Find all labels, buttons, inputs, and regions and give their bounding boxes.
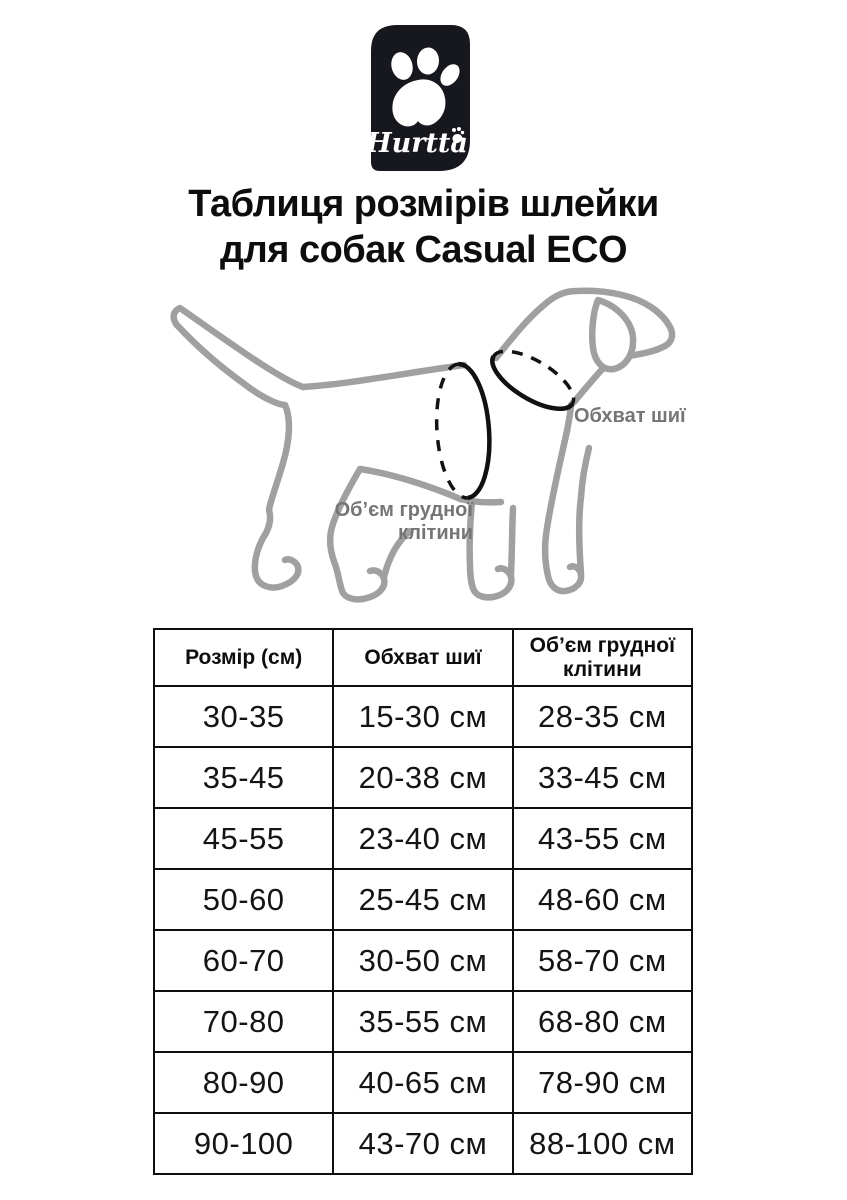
neck-ring-solid-arc: [490, 355, 575, 411]
cell-chest: 68-80 см: [511, 990, 694, 1053]
cell-neck: 20-38 см: [332, 746, 514, 809]
cell-neck: 40-65 см: [332, 1051, 514, 1114]
dog-front-leg-near-inner-line: [507, 504, 517, 579]
dog-tail: [170, 304, 307, 409]
cell-size: 50-60: [152, 868, 335, 931]
table-row: 70-80 35-55 см 68-80 см: [152, 990, 694, 1053]
dog-belly-and-hind-leg: [326, 465, 462, 603]
dog-front-leg-far-inner-line: [575, 444, 593, 577]
header-row: Розмір (см) Обхват шиї Об’єм грудної клі…: [152, 628, 694, 687]
paw-print-icon: [391, 47, 460, 127]
chest-ring-solid-arc: [458, 361, 492, 501]
table-row: 60-70 30-50 см 58-70 см: [152, 929, 694, 992]
size-table-header: Розмір (см) Обхват шиї Об’єм грудної клі…: [152, 628, 694, 687]
cell-neck: 43-70 см: [332, 1112, 514, 1175]
cell-size: 35-45: [152, 746, 335, 809]
table-row: 35-45 20-38 см 33-45 см: [152, 746, 694, 809]
cell-size: 45-55: [152, 807, 335, 870]
cell-neck: 15-30 см: [332, 685, 514, 748]
table-row: 45-55 23-40 см 43-55 см: [152, 807, 694, 870]
dog-hind-leg-far: [251, 401, 302, 591]
cell-size: 80-90: [152, 1051, 335, 1114]
table-row: 30-35 15-30 см 28-35 см: [152, 685, 694, 748]
dog-hind-leg-inner-line: [380, 527, 414, 581]
chest-measurement-ring: [434, 361, 492, 501]
col-header-neck: Обхват шиї: [332, 628, 514, 687]
cell-size: 30-35: [152, 685, 335, 748]
cell-neck: 25-45 см: [332, 868, 514, 931]
cell-chest: 43-55 см: [511, 807, 694, 870]
table-row: 90-100 43-70 см 88-100 см: [152, 1112, 694, 1175]
neck-measurement-ring: [490, 349, 576, 411]
dog-measurement-figure: Обхват шиї Об’єм грудної клітини: [170, 278, 700, 623]
cell-neck: 35-55 см: [332, 990, 514, 1053]
cell-chest: 48-60 см: [511, 868, 694, 931]
logo-wordmark: Hurtta: [371, 128, 468, 159]
neck-ring-dashed-arc: [492, 349, 576, 405]
col-header-size: Розмір (см): [152, 628, 335, 687]
cell-chest: 78-90 см: [511, 1051, 694, 1114]
dog-front-leg-near: [466, 497, 515, 601]
size-table: Розмір (см) Обхват шиї Об’єм грудної клі…: [152, 628, 694, 1175]
cell-chest: 28-35 см: [511, 685, 694, 748]
chest-measure-label: Об’єм грудної клітини: [335, 499, 473, 545]
logo-mini-paw-icon: [452, 127, 465, 143]
table-row: 80-90 40-65 см 78-90 см: [152, 1051, 694, 1114]
dog-head-outline: [492, 287, 676, 409]
chest-measure-label-line1: Об’єм грудної: [334, 499, 473, 521]
dog-ear: [588, 296, 637, 373]
cell-chest: 33-45 см: [511, 746, 694, 809]
cell-size: 90-100: [152, 1112, 335, 1175]
cell-chest: 58-70 см: [511, 929, 694, 992]
hurtta-logo-graphic: Hurtta: [365, 25, 470, 171]
chest-ring-dashed-arc: [434, 362, 468, 500]
cell-chest: 88-100 см: [511, 1112, 694, 1175]
page-title-line2: для собак Casual ECO: [219, 229, 628, 271]
size-table-body: 30-35 15-30 см 28-35 см 35-45 20-38 см 3…: [152, 685, 694, 1175]
dog-back: [299, 361, 468, 391]
dog-front-leg-far: [541, 427, 585, 595]
dog-chest-strap: [456, 495, 505, 506]
dog-illustration: [170, 287, 676, 603]
cell-size: 60-70: [152, 929, 335, 992]
page-title-line1: Таблиця розмірів шлейки: [188, 183, 659, 225]
cell-neck: 23-40 см: [332, 807, 514, 870]
col-header-chest: Об’єм грудної клітини: [511, 628, 694, 687]
cell-size: 70-80: [152, 990, 335, 1053]
chest-measure-label-line2: клітини: [398, 522, 473, 544]
cell-neck: 30-50 см: [332, 929, 514, 992]
neck-measure-label: Обхват шиї: [574, 405, 686, 427]
table-row: 50-60 25-45 см 48-60 см: [152, 868, 694, 931]
page-title: Таблиця розмірів шлейки для собак Casual…: [0, 181, 847, 273]
hurtta-logo: Hurtta: [365, 25, 470, 171]
